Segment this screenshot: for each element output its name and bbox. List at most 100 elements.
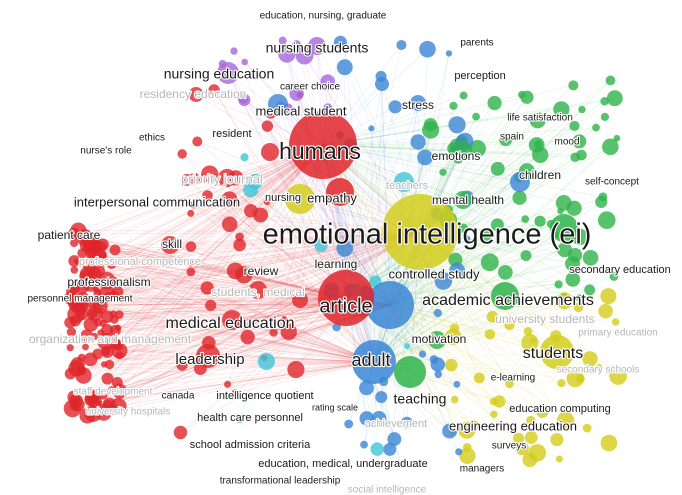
term-label-medical-student[interactable]: medical student: [255, 103, 346, 118]
term-label-university-students[interactable]: university students: [495, 312, 594, 326]
node-blue[interactable]: [430, 355, 439, 364]
term-label-stress[interactable]: stress: [402, 98, 434, 112]
term-label-skill[interactable]: skill: [162, 237, 182, 251]
node-green[interactable]: [601, 113, 609, 121]
term-label-adult[interactable]: adult: [351, 350, 390, 370]
node-cyan[interactable]: [404, 343, 410, 349]
term-label-teachers[interactable]: teachers: [386, 180, 429, 192]
term-label-education-computing[interactable]: education computing: [509, 403, 611, 415]
node-green[interactable]: [606, 76, 616, 86]
term-label-professional-competence[interactable]: professional competence: [79, 256, 201, 268]
term-label-medical-education[interactable]: medical education: [166, 315, 295, 332]
term-label-school-admission-criteria[interactable]: school admission criteria: [190, 439, 311, 451]
term-label-perception[interactable]: perception: [454, 70, 505, 82]
term-label-transformational-leadership[interactable]: transformational leadership: [220, 476, 341, 487]
node-green[interactable]: [449, 102, 457, 110]
term-label-canada[interactable]: canada: [162, 391, 195, 402]
term-label-intelligence-quotient[interactable]: intelligence quotient: [216, 390, 313, 402]
term-label-review[interactable]: review: [244, 264, 279, 278]
node-blue[interactable]: [434, 309, 442, 317]
node-cyan[interactable]: [240, 153, 248, 161]
node-yellow[interactable]: [598, 304, 613, 319]
term-label-priority-journal[interactable]: priority journal: [181, 171, 263, 186]
term-label-nursing[interactable]: nursing: [265, 192, 301, 204]
node-cyan[interactable]: [371, 442, 384, 455]
term-label-social-intelligence[interactable]: social intelligence: [348, 485, 427, 495]
term-label-patient-care[interactable]: patient care: [38, 228, 101, 242]
node-blue[interactable]: [389, 100, 402, 113]
node-yellow[interactable]: [601, 435, 618, 452]
term-label-staff-development[interactable]: staff development: [74, 387, 153, 398]
node-red[interactable]: [287, 361, 304, 378]
term-label-nurse-s-role[interactable]: nurse's role: [80, 146, 132, 157]
node-yellow[interactable]: [600, 288, 616, 304]
term-label-humans[interactable]: humans: [279, 138, 361, 164]
node-green[interactable]: [532, 147, 548, 163]
node-green[interactable]: [614, 135, 621, 142]
node-green[interactable]: [394, 356, 426, 388]
term-label-secondary-education[interactable]: secondary education: [569, 264, 671, 276]
term-label-organization-and-management[interactable]: organization and management: [29, 332, 192, 346]
node-purple[interactable]: [241, 59, 248, 66]
node-red[interactable]: [99, 320, 106, 327]
node-red[interactable]: [71, 266, 79, 274]
node-yellow[interactable]: [530, 337, 537, 344]
node-blue[interactable]: [383, 443, 396, 456]
node-blue[interactable]: [446, 50, 452, 56]
term-label-ethics[interactable]: ethics: [139, 133, 165, 144]
node-blue[interactable]: [453, 381, 460, 388]
node-red[interactable]: [88, 309, 97, 318]
term-label-e-learning[interactable]: e-learning: [491, 373, 535, 384]
node-green[interactable]: [578, 106, 585, 113]
term-label-students-medical[interactable]: students, medical: [211, 285, 304, 299]
node-red[interactable]: [186, 267, 195, 276]
node-blue[interactable]: [417, 150, 433, 166]
node-red[interactable]: [244, 204, 258, 218]
term-label-career-choice[interactable]: career choice: [280, 82, 340, 93]
term-label-empathy[interactable]: empathy: [307, 190, 357, 205]
node-green[interactable]: [498, 265, 513, 280]
node-green[interactable]: [518, 91, 525, 98]
node-red[interactable]: [262, 120, 273, 131]
node-yellow[interactable]: [490, 411, 497, 418]
term-label-students[interactable]: students: [523, 345, 583, 362]
node-green[interactable]: [557, 208, 564, 215]
node-yellow[interactable]: [451, 396, 459, 404]
term-label-mental-health[interactable]: mental health: [432, 193, 504, 207]
term-label-rating-scale[interactable]: rating scale: [312, 402, 358, 412]
node-green[interactable]: [555, 280, 563, 288]
node-red[interactable]: [187, 210, 194, 217]
node-yellow[interactable]: [445, 359, 458, 372]
node-green[interactable]: [491, 162, 505, 176]
term-label-interpersonal-communication[interactable]: interpersonal communication: [74, 194, 240, 209]
term-label-learning[interactable]: learning: [315, 257, 358, 271]
node-red[interactable]: [68, 360, 84, 376]
node-green[interactable]: [422, 121, 439, 138]
node-red[interactable]: [110, 310, 117, 317]
node-blue[interactable]: [375, 77, 389, 91]
node-red[interactable]: [261, 143, 279, 161]
node-yellow[interactable]: [474, 373, 485, 384]
term-label-professionalism[interactable]: professionalism: [67, 275, 150, 289]
term-label-resident[interactable]: resident: [212, 128, 251, 140]
term-label-secondary-schools[interactable]: secondary schools: [557, 365, 640, 376]
node-red[interactable]: [64, 317, 76, 329]
term-label-managers[interactable]: managers: [460, 464, 504, 475]
node-blue[interactable]: [366, 281, 414, 329]
node-blue[interactable]: [448, 116, 465, 133]
term-label-education-medical-undergraduate[interactable]: education, medical, undergraduate: [258, 458, 427, 470]
node-cyan[interactable]: [258, 353, 275, 370]
node-red[interactable]: [174, 426, 187, 439]
node-red[interactable]: [192, 137, 202, 147]
node-red[interactable]: [222, 216, 237, 231]
node-yellow[interactable]: [490, 398, 498, 406]
term-label-spain[interactable]: spain: [500, 132, 524, 143]
node-yellow[interactable]: [528, 444, 546, 462]
node-yellow[interactable]: [550, 433, 563, 446]
node-purple[interactable]: [230, 47, 237, 54]
node-blue[interactable]: [375, 391, 387, 403]
node-blue[interactable]: [360, 441, 368, 449]
node-red[interactable]: [102, 373, 114, 385]
term-label-personnel-management[interactable]: personnel management: [27, 294, 132, 305]
